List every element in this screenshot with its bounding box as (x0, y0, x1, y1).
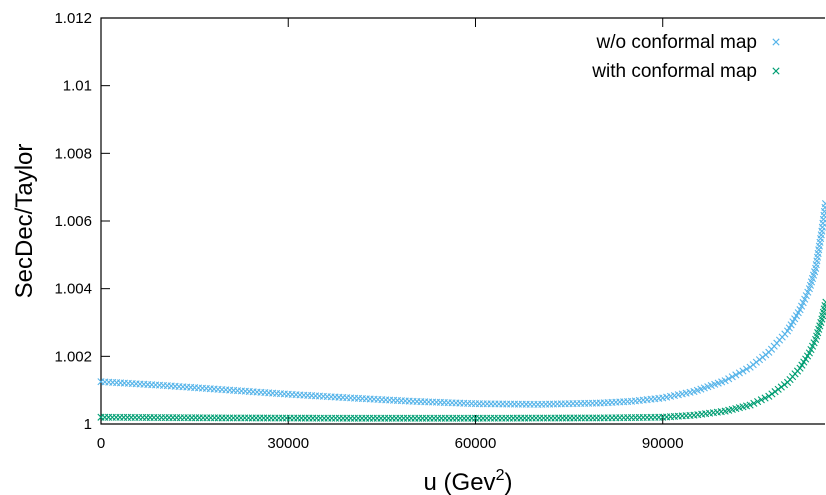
y-tick-label: 1.008 (54, 145, 92, 162)
data-point (732, 371, 740, 379)
data-point (820, 207, 826, 216)
x-tick-label: 60000 (455, 435, 497, 452)
x-tick-label: 0 (97, 435, 105, 452)
legend-label-without-conformal-map: w/o conformal map (595, 32, 757, 53)
data-point (804, 288, 812, 296)
data-point (750, 399, 758, 407)
data-point (820, 305, 826, 313)
data-point (798, 302, 806, 310)
data-point (754, 397, 762, 406)
data-point (765, 392, 773, 400)
y-tick-label: 1.012 (54, 10, 92, 27)
series-layer (97, 200, 826, 422)
data-point (771, 388, 779, 396)
data-point (757, 396, 765, 404)
data-point (739, 367, 747, 375)
y-tick-label: 1.01 (63, 78, 92, 95)
data-point (796, 306, 804, 314)
data-point (768, 390, 776, 398)
data-point (746, 401, 754, 409)
data-point (821, 203, 826, 212)
data-point (820, 211, 826, 219)
data-point (777, 383, 785, 391)
y-tick-label: 1 (84, 416, 92, 433)
x-axis-label-suffix: ) (504, 469, 512, 495)
y-tick-label: 1.002 (54, 348, 92, 365)
data-point (801, 295, 809, 303)
data-point (735, 369, 743, 377)
axis-ticks: 1 1.002 1.004 1.006 1.008 1.01 1.012 0 30000 6000… (54, 10, 683, 452)
data-point (780, 381, 789, 389)
y-tick-label: 1.006 (54, 213, 92, 230)
y-tick-label: 1.004 (54, 281, 92, 298)
series-1 (97, 298, 826, 422)
data-point (725, 375, 733, 383)
x-axis-label: u (Gev2) (424, 467, 513, 495)
y-axis-label: SecDec/Taylor (11, 144, 38, 299)
legend-marker-without-conformal-map (772, 38, 780, 46)
data-point (742, 365, 751, 373)
data-point (821, 200, 826, 208)
legend-marker-with-conformal-map (772, 67, 780, 75)
x-tick-label: 30000 (267, 435, 309, 452)
data-point (774, 385, 782, 393)
legend-label-with-conformal-map: with conformal map (591, 61, 757, 82)
data-point (799, 299, 807, 307)
data-point (821, 301, 826, 310)
data-point (802, 292, 810, 300)
x-axis-label-main: u (Gev (424, 469, 496, 495)
x-tick-label: 90000 (642, 435, 684, 452)
data-point (728, 373, 736, 381)
series-0 (97, 200, 826, 408)
data-point (721, 377, 729, 385)
x-axis-label-superscript: 2 (496, 467, 505, 484)
data-point (761, 394, 769, 402)
legend: w/o conformal map with conformal map (591, 32, 780, 82)
